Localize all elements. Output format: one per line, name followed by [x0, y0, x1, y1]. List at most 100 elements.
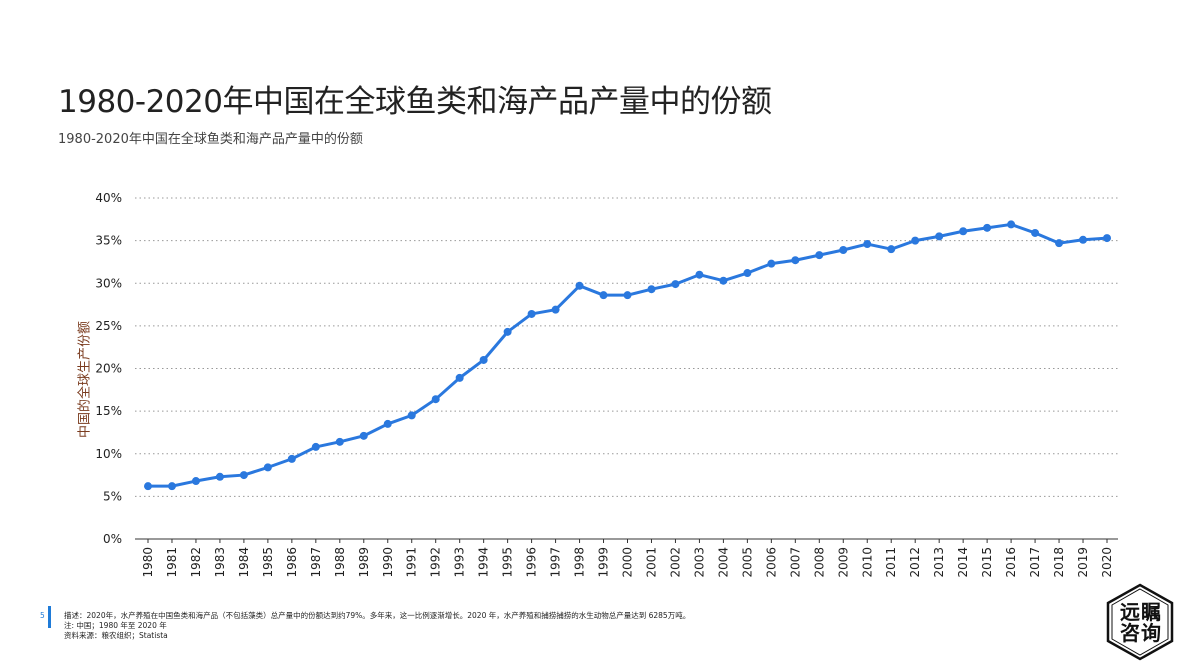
- data-point-1987: [311, 442, 320, 451]
- x-tick-label: 2003: [692, 547, 706, 578]
- data-point-2013: [935, 232, 944, 241]
- y-tick-label: 0%: [103, 532, 122, 546]
- data-point-2000: [623, 291, 632, 300]
- data-point-1996: [527, 309, 536, 318]
- x-tick-label: 2008: [812, 547, 826, 578]
- x-tick-label: 1995: [501, 547, 515, 578]
- x-tick-label: 2011: [884, 547, 898, 578]
- footer-notes: 描述：2020年，水产养殖在中国鱼类和海产品（不包括藻类）总产量中的份额达到约7…: [64, 611, 690, 641]
- y-tick-label: 25%: [95, 319, 122, 333]
- x-tick-label: 1981: [165, 547, 179, 578]
- x-tick-label: 2018: [1052, 547, 1066, 578]
- x-tick-label: 1994: [477, 547, 491, 578]
- data-point-2004: [719, 276, 728, 285]
- data-point-1989: [359, 431, 368, 440]
- footer-note: 注: 中国；1980 年至 2020 年: [64, 621, 167, 630]
- series-line: [148, 222, 1108, 488]
- x-tick-label: 1996: [525, 547, 539, 578]
- data-point-2012: [911, 236, 920, 245]
- data-point-1981: [167, 482, 176, 491]
- y-tick-label: 20%: [95, 362, 122, 376]
- data-point-2014: [959, 227, 968, 236]
- x-tick-label: 2014: [956, 547, 970, 578]
- y-tick-label: 5%: [103, 489, 122, 503]
- x-tick-label: 2015: [980, 547, 994, 578]
- data-point-1992: [431, 395, 440, 404]
- data-point-1995: [503, 327, 512, 336]
- y-tick-label: 30%: [95, 276, 122, 290]
- y-axis-label: 中国的全球生产份额: [77, 321, 93, 439]
- x-tick-label: 2017: [1028, 547, 1042, 578]
- x-tick-label: 2007: [788, 547, 802, 578]
- data-point-1983: [215, 472, 224, 481]
- x-tick-label: 1980: [141, 547, 155, 578]
- data-point-2010: [863, 240, 872, 249]
- x-tick-label: 2012: [908, 547, 922, 578]
- data-point-2001: [647, 285, 656, 294]
- x-tick-label: 1998: [573, 547, 587, 578]
- data-point-2020: [1103, 234, 1111, 243]
- x-tick-label: 2013: [932, 547, 946, 578]
- x-tick-label: 1982: [189, 547, 203, 578]
- page-title: 1980-2020年中国在全球鱼类和海产品产量中的份额: [58, 84, 772, 120]
- data-point-1982: [191, 477, 200, 486]
- data-point-1984: [239, 471, 248, 480]
- x-tick-label: 1986: [285, 547, 299, 578]
- data-point-1991: [407, 411, 416, 420]
- x-tick-label: 2009: [836, 547, 850, 578]
- x-tick-label: 1997: [549, 547, 563, 578]
- x-tick-label: 1983: [213, 547, 227, 578]
- data-point-2006: [767, 259, 776, 268]
- x-tick-label: 1991: [405, 547, 419, 578]
- x-tick-label: 2000: [621, 547, 635, 578]
- x-tick-label: 2019: [1076, 547, 1090, 578]
- x-tick-label: 1988: [333, 547, 347, 578]
- page-number: 5: [40, 611, 45, 620]
- x-tick-label: 2001: [644, 547, 658, 578]
- data-point-2008: [815, 251, 824, 260]
- data-point-1990: [383, 419, 392, 428]
- y-tick-label: 15%: [95, 404, 122, 418]
- company-logo: [1106, 583, 1174, 661]
- data-point-2003: [695, 270, 704, 279]
- data-point-2016: [1007, 220, 1016, 229]
- footer-source: 资料来源：粮农组织；Statista: [64, 631, 168, 640]
- data-point-1999: [599, 291, 608, 300]
- data-point-2018: [1055, 239, 1064, 248]
- footer-description: 描述：2020年，水产养殖在中国鱼类和海产品（不包括藻类）总产量中的份额达到约7…: [64, 611, 691, 620]
- y-tick-label: 40%: [95, 191, 122, 205]
- x-tick-label: 2016: [1004, 547, 1018, 578]
- x-tick-label: 2004: [716, 547, 730, 578]
- data-point-1993: [455, 373, 464, 382]
- data-point-2002: [671, 280, 680, 289]
- x-tick-label: 1989: [357, 547, 371, 578]
- data-point-1998: [575, 281, 584, 290]
- x-tick-label: 1984: [237, 547, 251, 578]
- x-tick-label: 2010: [860, 547, 874, 578]
- x-tick-label: 1992: [429, 547, 443, 578]
- data-point-2005: [743, 269, 752, 278]
- x-tick-label: 1985: [261, 547, 275, 578]
- x-tick-label: 2020: [1100, 547, 1114, 578]
- data-point-2017: [1031, 228, 1040, 237]
- data-point-2011: [887, 245, 896, 254]
- x-tick-label: 2005: [740, 547, 754, 578]
- data-point-2015: [983, 223, 992, 232]
- data-point-1994: [479, 355, 488, 364]
- data-point-2007: [791, 256, 800, 265]
- data-point-2009: [839, 246, 848, 255]
- data-point-1985: [263, 463, 272, 472]
- x-tick-label: 1999: [597, 547, 611, 578]
- data-point-1980: [144, 482, 152, 491]
- y-tick-label: 10%: [95, 447, 122, 461]
- data-point-2019: [1079, 235, 1088, 244]
- x-tick-label: 2006: [764, 547, 778, 578]
- data-point-1997: [551, 305, 560, 314]
- data-point-1986: [287, 454, 296, 463]
- y-tick-label: 35%: [95, 234, 122, 248]
- data-point-1988: [335, 437, 344, 446]
- chart-subtitle: 1980-2020年中国在全球鱼类和海产品产量中的份额: [58, 132, 363, 147]
- x-tick-label: 1987: [309, 547, 323, 578]
- x-tick-label: 1990: [381, 547, 395, 578]
